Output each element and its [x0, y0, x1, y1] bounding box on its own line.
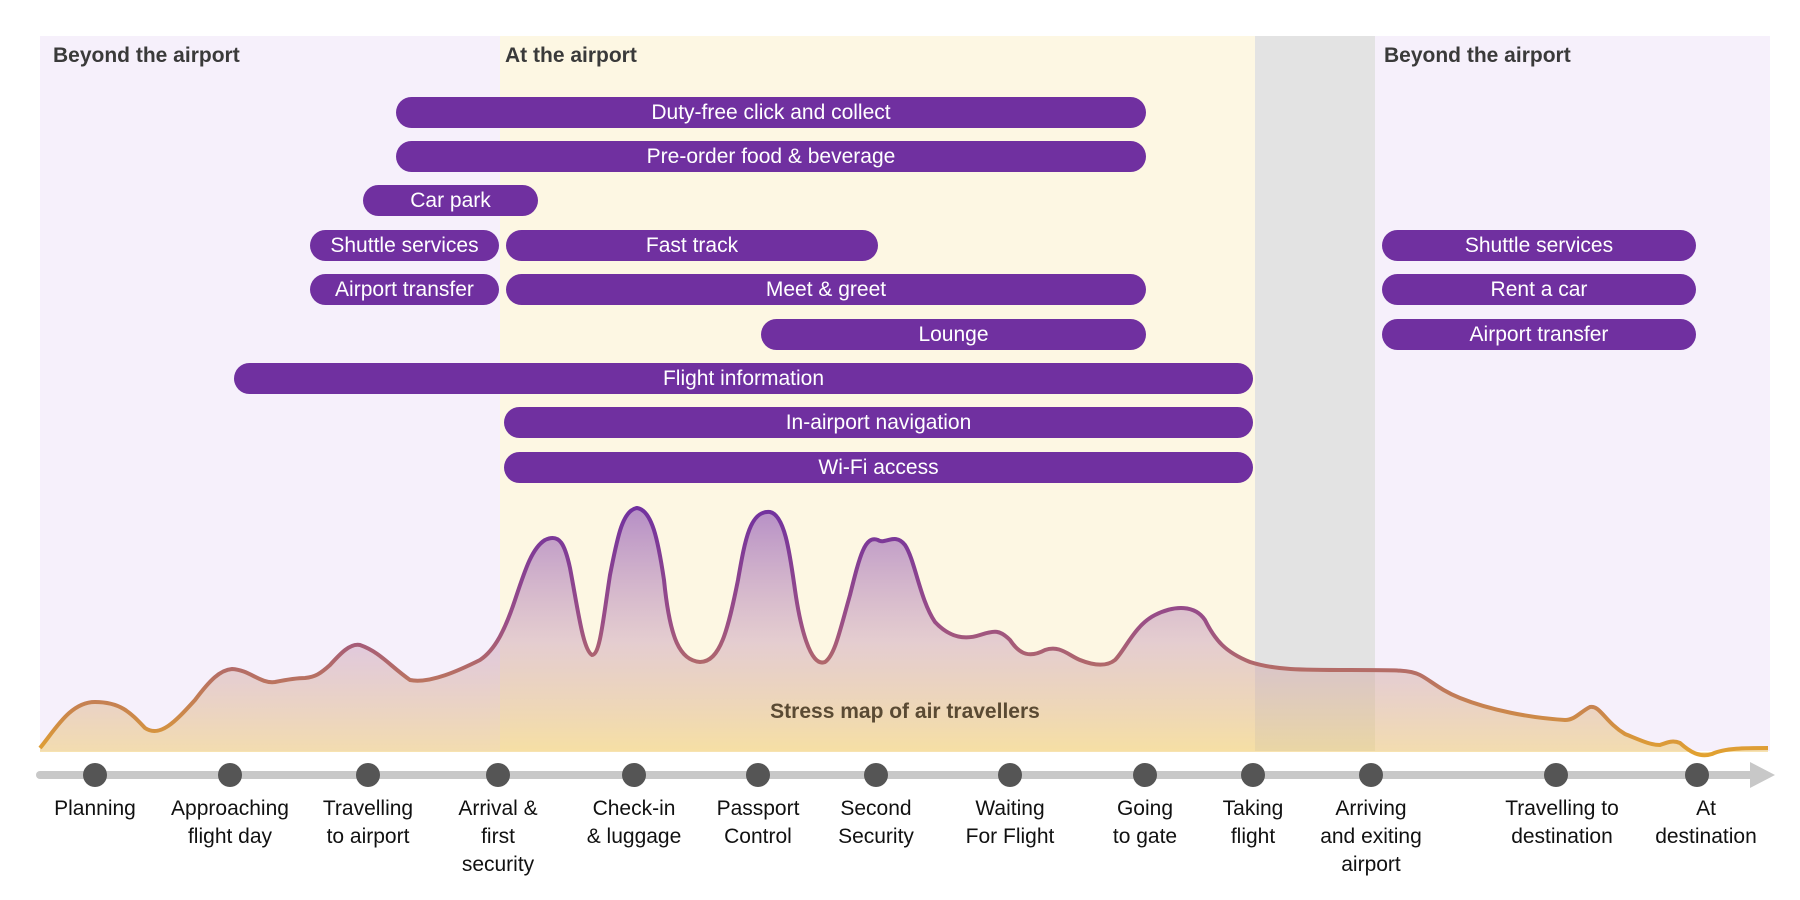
stress-map-title: Stress map of air travellers — [770, 700, 1040, 723]
timeline-stage-dot — [218, 763, 242, 787]
timeline-stage-label-line: Passport — [716, 797, 800, 820]
service-lounge: Lounge — [761, 319, 1146, 350]
timeline-stage-label: Arriving and exiting airport — [1286, 795, 1456, 879]
timeline-stage-label: Passport Control — [673, 795, 843, 851]
timeline-stage-label-line: Taking — [1222, 797, 1284, 820]
timeline-stage-dot — [1241, 763, 1265, 787]
timeline-stage-label-line: Going — [1116, 797, 1174, 820]
timeline-stage-dot — [1685, 763, 1709, 787]
service-meet-and-greet: Meet & greet — [506, 274, 1146, 305]
timeline-stage-label: Waiting For Flight — [925, 795, 1095, 851]
service-shuttle-services-right: Shuttle services — [1382, 230, 1696, 261]
timeline-stage-label-line: Security — [838, 825, 914, 848]
timeline-stage-dot — [1359, 763, 1383, 787]
timeline-stage-label: Taking flight — [1168, 795, 1338, 851]
timeline-stage-label-line: and exiting — [1320, 825, 1422, 848]
zone-title-at-airport: At the airport — [505, 44, 637, 67]
timeline-stage-label: Arrival & first security — [413, 795, 583, 879]
timeline-stage-dot — [746, 763, 770, 787]
timeline-stage-label-line: security — [461, 853, 535, 876]
service-rent-a-car: Rent a car — [1382, 274, 1696, 305]
service-airport-transfer-right: Airport transfer — [1382, 319, 1696, 350]
timeline-stage-label: At destination — [1621, 795, 1791, 851]
timeline-stage-label-line: destination — [1655, 825, 1757, 848]
timeline-stage-label-line: first — [481, 825, 515, 848]
timeline-stage-label-line: Arrival & — [458, 797, 538, 820]
timeline-stage-label-line: At — [1696, 797, 1716, 820]
timeline-stage-label: Second Security — [791, 795, 961, 851]
timeline-stage-label-line: Waiting — [975, 797, 1045, 820]
service-duty-free-click-and-collect: Duty-free click and collect — [396, 97, 1146, 128]
timeline-stage-label-line: Check-in — [592, 797, 676, 820]
timeline-dots — [83, 763, 1709, 787]
zone-beyond-airport-right — [1375, 36, 1770, 751]
timeline-stage-label-line: to gate — [1112, 825, 1178, 848]
stress-curve-line — [38, 506, 1769, 758]
timeline-stage-label-line: airport — [1341, 853, 1401, 876]
timeline-stage-label-line: Travelling to — [1505, 797, 1619, 820]
service-wi-fi-access: Wi-Fi access — [504, 452, 1253, 483]
timeline-stage-label: Travelling to destination — [1477, 795, 1647, 851]
timeline-stage-label: Planning — [10, 795, 180, 823]
zone-title-beyond-left: Beyond the airport — [53, 44, 240, 67]
timeline-stage-label: Approaching flight day — [145, 795, 315, 851]
timeline-stage-dot — [356, 763, 380, 787]
timeline-stage-label-line: to airport — [326, 825, 410, 848]
zone-title-beyond-right: Beyond the airport — [1384, 44, 1571, 67]
service-pre-order-food-beverage: Pre-order food & beverage — [396, 141, 1146, 172]
timeline-stage-dot — [622, 763, 646, 787]
timeline-stage-dot — [83, 763, 107, 787]
timeline-stage-label-line: Approaching — [171, 797, 289, 820]
service-shuttle-services-left: Shuttle services — [310, 230, 499, 261]
timeline-stage-dot — [1544, 763, 1568, 787]
timeline-stage-dot — [1133, 763, 1157, 787]
timeline-stage-label-line: Second — [840, 797, 912, 820]
timeline-stage-label: Travelling to airport — [283, 795, 453, 851]
timeline-stage-label-line: & luggage — [586, 825, 682, 848]
service-car-park: Car park — [363, 185, 538, 216]
stress-curve-area — [40, 508, 1768, 756]
timeline-stage-label-line: flight day — [187, 825, 273, 848]
timeline-stage-label: Check-in & luggage — [549, 795, 719, 851]
timeline-stage-label-line: For Flight — [965, 825, 1055, 848]
timeline-stage-label-line: Control — [724, 825, 792, 848]
timeline-stage-label-line: Travelling — [322, 797, 414, 820]
timeline-stage-label-line: Planning — [54, 797, 136, 820]
timeline-stage-label-line: destination — [1511, 825, 1613, 848]
timeline-stage-label-line: flight — [1230, 825, 1276, 848]
service-flight-information: Flight information — [234, 363, 1253, 394]
timeline-stage-label: Going to gate — [1060, 795, 1230, 851]
timeline-stage-dot — [486, 763, 510, 787]
zone-in-flight — [1255, 36, 1375, 751]
timeline-stage-dot — [864, 763, 888, 787]
timeline-stage-label-line: Arriving — [1335, 797, 1407, 820]
service-airport-transfer-left: Airport transfer — [310, 274, 499, 305]
timeline-stage-dot — [998, 763, 1022, 787]
service-fast-track: Fast track — [506, 230, 878, 261]
service-in-airport-navigation: In-airport navigation — [504, 407, 1253, 438]
timeline-arrowhead — [1750, 762, 1775, 788]
